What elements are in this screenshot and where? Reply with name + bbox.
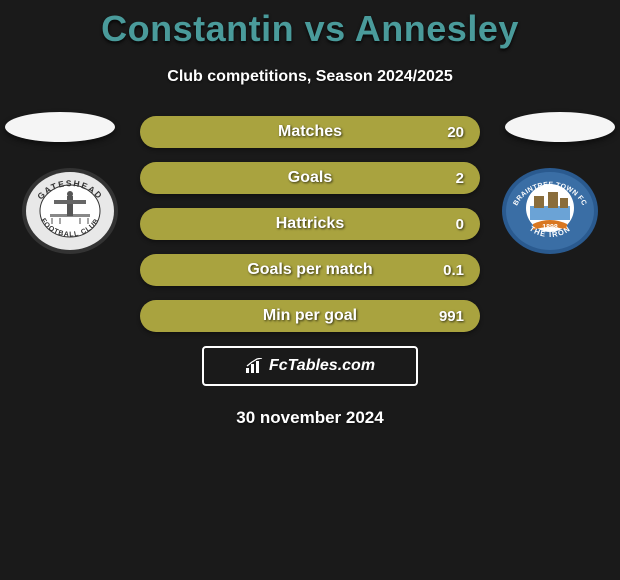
stat-value: 0 [456,216,464,233]
stat-value: 2 [456,170,464,187]
stat-label: Hattricks [140,215,480,233]
stat-row: Goals 2 [140,162,480,194]
stat-row: Hattricks 0 [140,208,480,240]
stat-row: Goals per match 0.1 [140,254,480,286]
brand-box: FcTables.com [202,346,418,386]
brand-logo: FcTables.com [245,357,375,375]
gateshead-badge-icon: GATESHEAD FOOTBALL CLUB [20,166,120,256]
left-ellipse [5,112,115,142]
subtitle: Club competitions, Season 2024/2025 [0,50,620,86]
chart-icon [245,358,265,374]
braintree-badge-icon: 1898 BRAINTREE TOWN FC THE IRON [500,166,600,256]
stats-list: Matches 20 Goals 2 Hattricks 0 Goals per… [140,116,480,332]
stat-label: Goals per match [140,261,480,279]
main-content: GATESHEAD FOOTBALL CLUB [0,116,620,428]
stat-row: Matches 20 [140,116,480,148]
left-team-badge: GATESHEAD FOOTBALL CLUB [20,166,120,256]
stat-label: Matches [140,123,480,141]
stat-label: Min per goal [140,307,480,325]
date-text: 30 november 2024 [0,408,620,428]
right-team-badge: 1898 BRAINTREE TOWN FC THE IRON [500,166,600,256]
stat-row: Min per goal 991 [140,300,480,332]
stat-value: 0.1 [443,262,464,279]
stat-value: 991 [439,308,464,325]
page-title: Constantin vs Annesley [0,0,620,50]
stat-value: 20 [447,124,464,141]
stat-label: Goals [140,169,480,187]
right-ellipse [505,112,615,142]
brand-text: FcTables.com [269,357,375,375]
